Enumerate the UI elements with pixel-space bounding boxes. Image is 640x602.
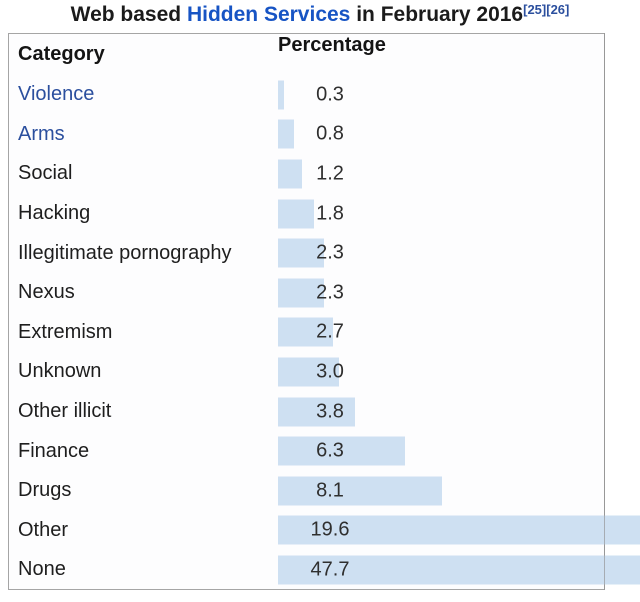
category-label: Nexus bbox=[18, 281, 75, 304]
percentage-bar bbox=[278, 436, 405, 466]
table-right-border bbox=[604, 33, 605, 590]
percentage-cell: 2.7 bbox=[278, 313, 604, 353]
percentage-cell: 2.3 bbox=[278, 233, 604, 273]
ref-26-link[interactable]: [26] bbox=[546, 2, 570, 17]
percentage-bar bbox=[278, 317, 333, 347]
percentage-value: 0.3 bbox=[316, 83, 344, 106]
percentage-cell: 2.3 bbox=[278, 273, 604, 313]
percentage-bar bbox=[278, 199, 314, 229]
percentage-cell: 0.3 bbox=[278, 75, 604, 115]
percentage-cell: 1.8 bbox=[278, 194, 604, 234]
percentage-bar bbox=[278, 476, 442, 506]
table-row: Violence 0.3 bbox=[9, 75, 604, 115]
table-row: Drugs 8.1 bbox=[9, 471, 604, 511]
percentage-value: 6.3 bbox=[316, 439, 344, 462]
chart-title: Web based Hidden Services in February 20… bbox=[0, 2, 640, 27]
table-row: Other 19.6 bbox=[9, 511, 640, 551]
category-label: Other illicit bbox=[18, 400, 112, 423]
percentage-cell: 3.8 bbox=[278, 392, 604, 432]
title-text-prefix: Web based bbox=[70, 3, 187, 26]
category-label: Extremism bbox=[18, 320, 113, 343]
category-label: Hacking bbox=[18, 202, 91, 225]
percentage-value: 2.3 bbox=[316, 241, 344, 264]
percentage-value: 1.2 bbox=[316, 162, 344, 185]
table-row: None 47.7 bbox=[9, 550, 640, 590]
percentage-bar bbox=[278, 159, 302, 189]
percentage-value: 3.8 bbox=[316, 400, 344, 423]
percentage-bar bbox=[278, 119, 294, 149]
percentage-bar bbox=[278, 278, 324, 308]
percentage-cell: 1.2 bbox=[278, 154, 604, 194]
table-row: Extremism 2.7 bbox=[9, 313, 604, 353]
percentage-cell: 3.0 bbox=[278, 352, 604, 392]
percentage-value: 8.1 bbox=[316, 479, 344, 502]
hidden-services-link[interactable]: Hidden Services bbox=[186, 3, 351, 26]
table-row: Illegitimate pornography 2.3 bbox=[9, 233, 604, 273]
percentage-cell: 47.7 bbox=[278, 550, 640, 590]
percentage-cell: 8.1 bbox=[278, 471, 604, 511]
percentage-bar bbox=[278, 80, 284, 110]
percentage-value: 0.8 bbox=[316, 122, 344, 145]
percentage-value: 2.3 bbox=[316, 281, 344, 304]
table-row: Unknown 3.0 bbox=[9, 352, 604, 392]
category-label: Other bbox=[18, 518, 69, 541]
category-column-header: Category bbox=[18, 43, 105, 65]
category-label: Unknown bbox=[18, 360, 102, 383]
percentage-cell: 6.3 bbox=[278, 431, 604, 471]
hidden-services-table: Category Percentage Violence 0.3 Arms 0.… bbox=[8, 33, 640, 590]
table-row: Other illicit 3.8 bbox=[9, 392, 604, 432]
percentage-cell: 19.6 bbox=[278, 511, 640, 551]
category-label: Drugs bbox=[18, 479, 72, 502]
table-header-row: Category Percentage bbox=[9, 34, 604, 75]
table-row: Hacking 1.8 bbox=[9, 194, 604, 234]
title-text-suffix: in February 2016 bbox=[350, 3, 524, 26]
percentage-value: 47.7 bbox=[310, 558, 350, 581]
category-link[interactable]: Violence bbox=[18, 83, 95, 106]
percentage-bar bbox=[278, 397, 355, 427]
table-body: Violence 0.3 Arms 0.8 Social 1.2 Hacking… bbox=[9, 75, 640, 590]
table-row: Arms 0.8 bbox=[9, 115, 604, 155]
percentage-value: 1.8 bbox=[316, 202, 344, 225]
percentage-column-header: Percentage bbox=[278, 34, 386, 56]
category-label: Illegitimate pornography bbox=[18, 241, 232, 264]
percentage-bar bbox=[278, 238, 324, 268]
category-label: None bbox=[18, 558, 66, 581]
percentage-bar bbox=[278, 357, 339, 387]
percentage-bar bbox=[278, 555, 640, 585]
percentage-bar bbox=[278, 515, 640, 545]
category-label: Social bbox=[18, 162, 73, 185]
table-row: Nexus 2.3 bbox=[9, 273, 604, 313]
category-link[interactable]: Arms bbox=[18, 122, 65, 145]
percentage-cell: 0.8 bbox=[278, 115, 604, 155]
ref-25-link[interactable]: [25] bbox=[523, 2, 547, 17]
percentage-value: 2.7 bbox=[316, 320, 344, 343]
percentage-value: 3.0 bbox=[316, 360, 344, 383]
category-label: Finance bbox=[18, 439, 90, 462]
percentage-value: 19.6 bbox=[310, 518, 350, 541]
table-row: Social 1.2 bbox=[9, 154, 604, 194]
table-row: Finance 6.3 bbox=[9, 431, 604, 471]
